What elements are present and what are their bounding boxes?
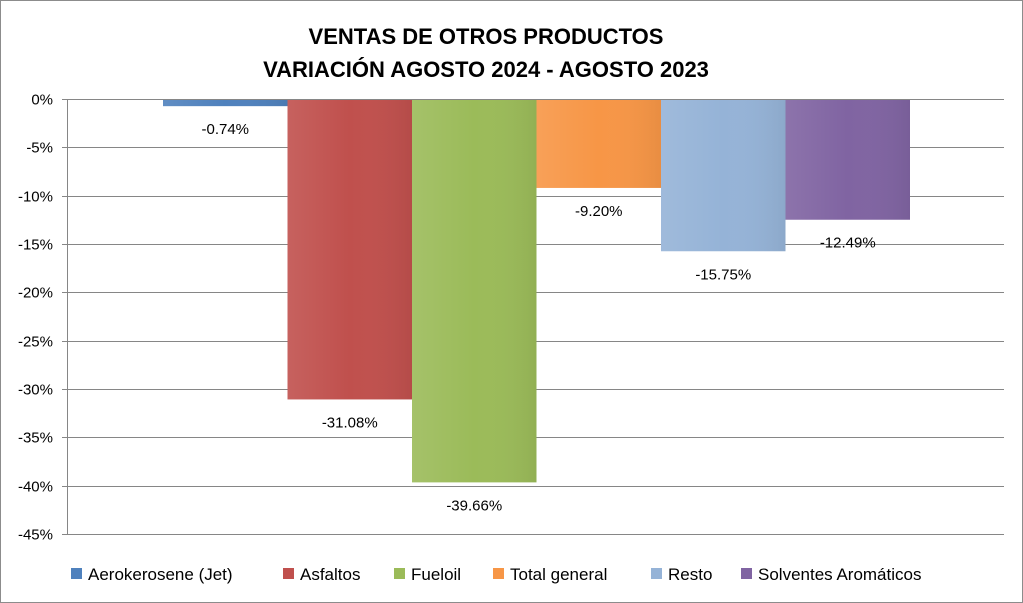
legend-swatch [71, 568, 82, 579]
legend-label: Resto [668, 565, 712, 584]
legend-label: Asfaltos [300, 565, 360, 584]
y-tick-label: -45% [18, 527, 53, 544]
bar-shade [287, 99, 412, 400]
y-tick-label: -25% [18, 334, 53, 351]
bar-shade [163, 99, 288, 107]
bar-shade [536, 99, 661, 188]
data-label: -15.75% [695, 266, 751, 283]
data-label: -31.08% [322, 414, 378, 431]
chart-title-line-1: VENTAS DE OTROS PRODUCTOS [309, 24, 664, 49]
data-label: -9.20% [575, 203, 623, 220]
y-axis-ticks: 0% -5% -10% -15% -20% -25% -30% -35% -40% -45% [18, 92, 67, 544]
chart-title-line-2: VARIACIÓN AGOSTO 2024 - AGOSTO 2023 [263, 57, 709, 82]
bars [163, 99, 910, 483]
data-labels: -0.74% -31.08% -39.66% -9.20% -15.75% -12.49% [201, 121, 875, 514]
y-tick-label: 0% [31, 92, 53, 109]
legend-swatch [493, 568, 504, 579]
legend-swatch [394, 568, 405, 579]
legend-label: Aerokerosene (Jet) [88, 565, 233, 584]
y-tick-label: -5% [26, 140, 53, 157]
legend-swatch [283, 568, 294, 579]
legend-swatch [651, 568, 662, 579]
y-tick-label: -40% [18, 479, 53, 496]
legend-swatch [741, 568, 752, 579]
bar-shade [661, 99, 786, 252]
y-tick-label: -35% [18, 430, 53, 447]
legend-label: Solventes Aromáticos [758, 565, 921, 584]
bar-shade [785, 99, 910, 220]
data-label: -12.49% [820, 235, 876, 252]
data-label: -0.74% [201, 121, 249, 138]
legend-label: Fueloil [411, 565, 461, 584]
y-tick-label: -20% [18, 285, 53, 302]
y-tick-label: -10% [18, 189, 53, 206]
y-tick-label: -15% [18, 237, 53, 254]
bar-shade [412, 99, 537, 483]
y-tick-label: -30% [18, 382, 53, 399]
data-label: -39.66% [446, 497, 502, 514]
legend: Aerokerosene (Jet) Asfaltos Fueloil Total g… [71, 565, 921, 584]
legend-label: Total general [510, 565, 607, 584]
